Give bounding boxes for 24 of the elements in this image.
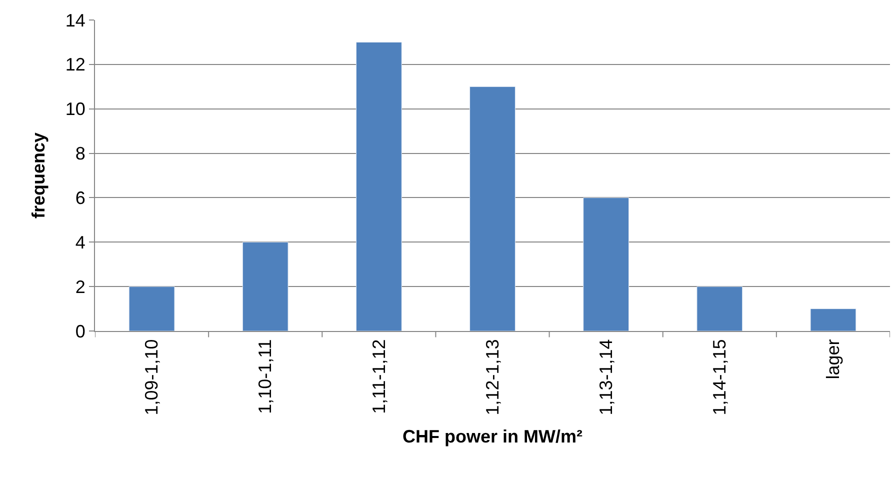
bar	[696, 286, 743, 331]
x-tick-label: 1,11-1,12	[368, 339, 389, 414]
y-tick-label: 8	[75, 144, 86, 164]
x-tick-label: 1,09-1,10	[142, 339, 162, 416]
y-tick-label: 14	[65, 10, 86, 30]
x-tick-label: 1,13-1,14	[596, 339, 616, 416]
y-tick-label: 12	[65, 54, 86, 75]
y-tick-label: 2	[75, 276, 86, 297]
x-tick-label: 1,12-1,13	[482, 339, 502, 416]
x-tick-label: 1,10-1,11	[255, 339, 276, 414]
bar	[356, 42, 402, 331]
bar	[470, 86, 516, 331]
y-tick-label: 4	[75, 232, 86, 252]
y-axis-title: frequency	[28, 132, 49, 219]
y-tick-label: 10	[65, 99, 86, 120]
bar	[810, 308, 856, 331]
bar	[242, 242, 288, 331]
y-tick-label: 6	[75, 188, 86, 208]
x-axis-title: CHF power in MW/m²	[402, 426, 582, 446]
x-tick-label: lager	[823, 339, 844, 380]
y-tick-label: 0	[75, 321, 86, 342]
bar	[128, 286, 175, 331]
bar	[583, 197, 630, 331]
x-tick-label: 1,14-1,15	[709, 339, 730, 416]
